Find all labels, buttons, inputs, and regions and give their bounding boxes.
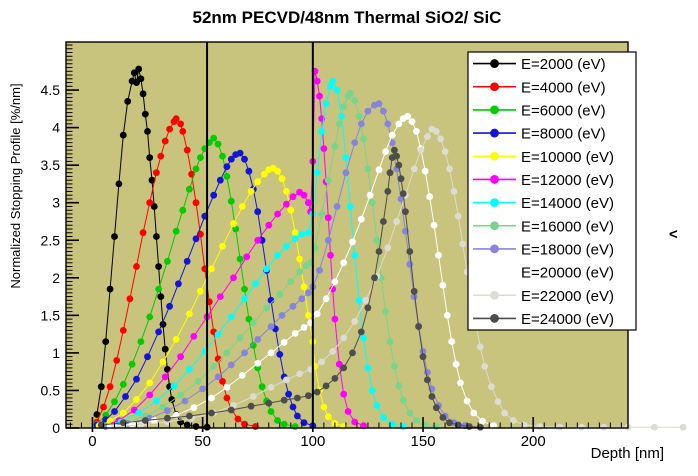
svg-text:0: 0 <box>52 420 60 436</box>
svg-text:4.5: 4.5 <box>41 82 61 98</box>
svg-text:E=12000 (eV): E=12000 (eV) <box>521 172 614 189</box>
svg-text:50: 50 <box>194 433 211 450</box>
svg-text:4: 4 <box>52 120 60 136</box>
chart-title: 52nm PECVD/48nm Thermal SiO2/ SiC <box>192 8 502 27</box>
series-12 <box>97 146 484 431</box>
legend-item: E=24000 (eV) <box>473 311 614 328</box>
series-3 <box>93 134 299 430</box>
svg-text:3: 3 <box>52 195 60 211</box>
svg-text:E=8000 (eV): E=8000 (eV) <box>521 126 606 143</box>
svg-text:E=14000 (eV): E=14000 (eV) <box>521 195 614 212</box>
svg-text:1: 1 <box>52 345 60 361</box>
legend-item: E=4000 (eV) <box>473 79 606 96</box>
svg-text:E=20000 (eV): E=20000 (eV) <box>521 265 614 282</box>
legend-item: E=2000 (eV) <box>473 56 606 73</box>
svg-text:100: 100 <box>300 433 325 450</box>
legend-item: E=10000 (eV) <box>473 149 614 166</box>
svg-text:E=16000 (eV): E=16000 (eV) <box>521 218 614 235</box>
svg-text:E=18000 (eV): E=18000 (eV) <box>521 241 614 258</box>
stray-character: < <box>669 226 678 243</box>
series-10 <box>106 112 497 430</box>
legend: E=2000 (eV) E=4000 (eV) E=6000 (eV) E=8000 … <box>467 51 637 331</box>
legend-item: E=18000 (eV) <box>473 241 614 258</box>
svg-text:E=24000 (eV): E=24000 (eV) <box>521 311 614 328</box>
svg-text:2: 2 <box>52 270 60 286</box>
legend-item: E=22000 (eV) <box>473 288 614 305</box>
svg-text:0.5: 0.5 <box>41 382 61 398</box>
series-8 <box>102 89 440 430</box>
svg-text:3.5: 3.5 <box>41 157 61 173</box>
legend-item: E=20000 (eV) <box>473 265 614 282</box>
svg-text:150: 150 <box>411 433 436 450</box>
svg-text:200: 200 <box>521 433 546 450</box>
axes-ticks <box>66 44 622 432</box>
series-7 <box>100 77 407 430</box>
legend-item: E=8000 (eV) <box>473 126 606 143</box>
svg-text:E=6000 (eV): E=6000 (eV) <box>521 102 606 119</box>
legend-item: E=14000 (eV) <box>473 195 614 212</box>
legend-item: E=12000 (eV) <box>473 172 614 189</box>
y-tick-labels: 0 0.5 1 1.5 2 2.5 3 3.5 4 4.5 <box>41 82 61 436</box>
x-tick-labels: 0 50 100 150 200 <box>88 433 545 450</box>
svg-text:E=4000 (eV): E=4000 (eV) <box>521 79 606 96</box>
legend-item: E=6000 (eV) <box>473 102 606 119</box>
y-axis-label: Normalized Stopping Profile [%/nm] <box>8 83 23 288</box>
svg-text:2.5: 2.5 <box>41 232 61 248</box>
series-1 <box>93 65 211 431</box>
svg-text:1.5: 1.5 <box>41 307 61 323</box>
legend-item: E=16000 (eV) <box>473 218 614 235</box>
svg-text:E=10000 (eV): E=10000 (eV) <box>521 149 614 166</box>
x-axis-label: Depth [nm] <box>591 445 664 462</box>
svg-text:E=22000 (eV): E=22000 (eV) <box>521 288 614 305</box>
svg-text:E=2000 (eV): E=2000 (eV) <box>521 56 606 73</box>
svg-text:0: 0 <box>88 433 96 450</box>
